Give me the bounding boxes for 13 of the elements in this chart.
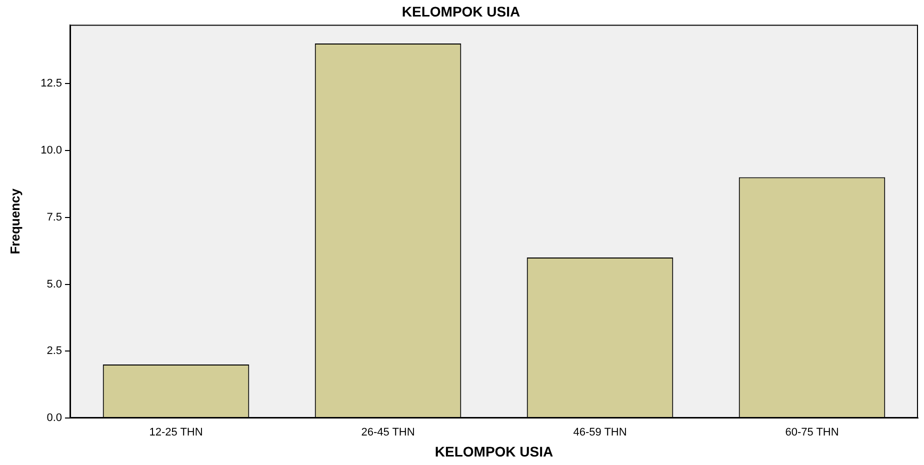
x-tick-label: 60-75 THN [785,426,839,439]
x-tick-label: 46-59 THN [573,426,627,439]
x-axis-title: KELOMPOK USIA [434,443,554,460]
y-tick-label: 7.5 [46,211,62,224]
y-tick-label: 0.0 [46,412,62,424]
x-tick-label: 12-25 THN [149,426,203,439]
x-tick-label: 26-45 THN [361,426,415,439]
y-tick-label: 12.5 [40,78,62,90]
chart-title: KELOMPOK USIA [402,3,520,20]
y-tick-label: 5.0 [46,278,62,290]
y-tick-label: 10.0 [40,144,62,157]
y-axis-title: Frequency [7,188,22,254]
y-tick-label: 2.5 [46,345,62,358]
